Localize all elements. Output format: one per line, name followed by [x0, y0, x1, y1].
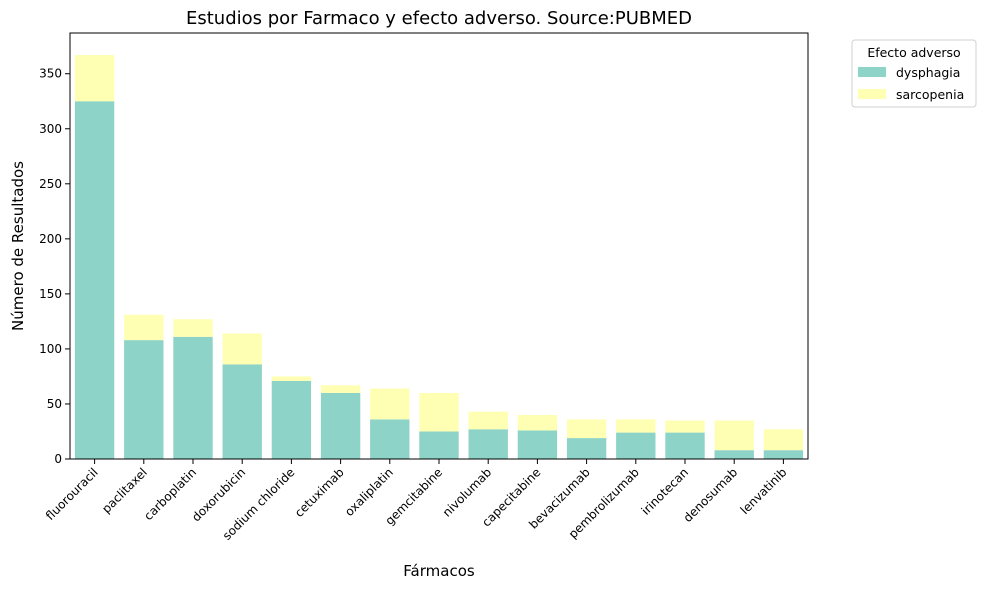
- x-tick-label: irinotecan: [639, 465, 691, 517]
- bar-sarcopenia-fluorouracil: [74, 55, 115, 102]
- x-tick-label: paclitaxel: [99, 465, 150, 516]
- x-tick-label: lenvatinib: [738, 465, 790, 517]
- y-tick-label: 300: [39, 122, 62, 136]
- bar-sarcopenia-gemcitabine: [419, 392, 459, 432]
- bar-dysphagia-paclitaxel: [124, 340, 164, 459]
- x-axis-title: Fármacos: [403, 562, 475, 580]
- bar-dysphagia-carboplatin: [173, 336, 213, 459]
- bar-dysphagia-irinotecan: [665, 432, 705, 459]
- legend: Efecto adverso dysphagia sarcopenia: [851, 39, 977, 108]
- bar-dysphagia-pembrolizumab: [616, 432, 656, 459]
- bar-sarcopenia-nivolumab: [468, 411, 508, 430]
- x-axis: fluorouracilpaclitaxelcarboplatindoxorub…: [43, 459, 790, 543]
- bar-sarcopenia-bevacizumab: [566, 419, 607, 439]
- legend-label-dysphagia: dysphagia: [896, 65, 960, 80]
- legend-label-sarcopenia: sarcopenia: [896, 87, 964, 102]
- y-axis-title: Número de Resultados: [9, 161, 27, 331]
- y-tick-label: 50: [47, 397, 62, 411]
- y-tick-label: 100: [39, 342, 62, 356]
- legend-title: Efecto adverso: [867, 45, 960, 60]
- y-tick-label: 350: [39, 67, 62, 81]
- y-axis: 0 50 100 150 200 250 300 350: [39, 67, 70, 466]
- bar-sarcopenia-doxorubicin: [222, 333, 262, 365]
- bar-dysphagia-cetuximab: [320, 392, 361, 459]
- bar-sarcopenia-carboplatin: [173, 319, 213, 337]
- bar-dysphagia-gemcitabine: [419, 431, 459, 459]
- x-tick-label: fluorouracil: [43, 465, 101, 523]
- chart-title: Estudios por Farmaco y efecto adverso. S…: [186, 8, 692, 29]
- bar-dysphagia-sodium-chloride: [271, 380, 312, 459]
- bar-dysphagia-oxaliplatin: [370, 419, 410, 459]
- y-tick-label: 250: [39, 177, 62, 191]
- bar-dysphagia-nivolumab: [468, 429, 508, 459]
- bar-sarcopenia-irinotecan: [665, 420, 705, 433]
- x-tick-label: oxaliplatin: [342, 465, 396, 519]
- bar-sarcopenia-sodium-chloride: [271, 376, 312, 381]
- bar-sarcopenia-pembrolizumab: [616, 419, 656, 433]
- legend-swatch-dysphagia: [858, 67, 886, 77]
- bar-dysphagia-fluorouracil: [74, 101, 115, 460]
- y-tick-label: 150: [39, 287, 62, 301]
- bar-dysphagia-bevacizumab: [566, 438, 607, 459]
- bars-group: [74, 55, 804, 460]
- bar-sarcopenia-paclitaxel: [124, 314, 164, 341]
- x-tick-label: cetuximab: [292, 465, 347, 520]
- bar-dysphagia-capecitabine: [517, 430, 558, 459]
- legend-swatch-sarcopenia: [858, 89, 886, 99]
- bar-dysphagia-lenvatinib: [763, 450, 804, 459]
- bar-dysphagia-doxorubicin: [222, 364, 262, 459]
- y-tick-label: 200: [39, 232, 62, 246]
- bar-sarcopenia-capecitabine: [517, 414, 558, 431]
- bar-sarcopenia-denosumab: [714, 420, 754, 451]
- bar-sarcopenia-cetuximab: [320, 385, 361, 393]
- bar-sarcopenia-oxaliplatin: [370, 388, 410, 420]
- bar-sarcopenia-lenvatinib: [763, 429, 804, 451]
- y-tick-label: 0: [54, 452, 62, 466]
- bar-dysphagia-denosumab: [714, 450, 754, 459]
